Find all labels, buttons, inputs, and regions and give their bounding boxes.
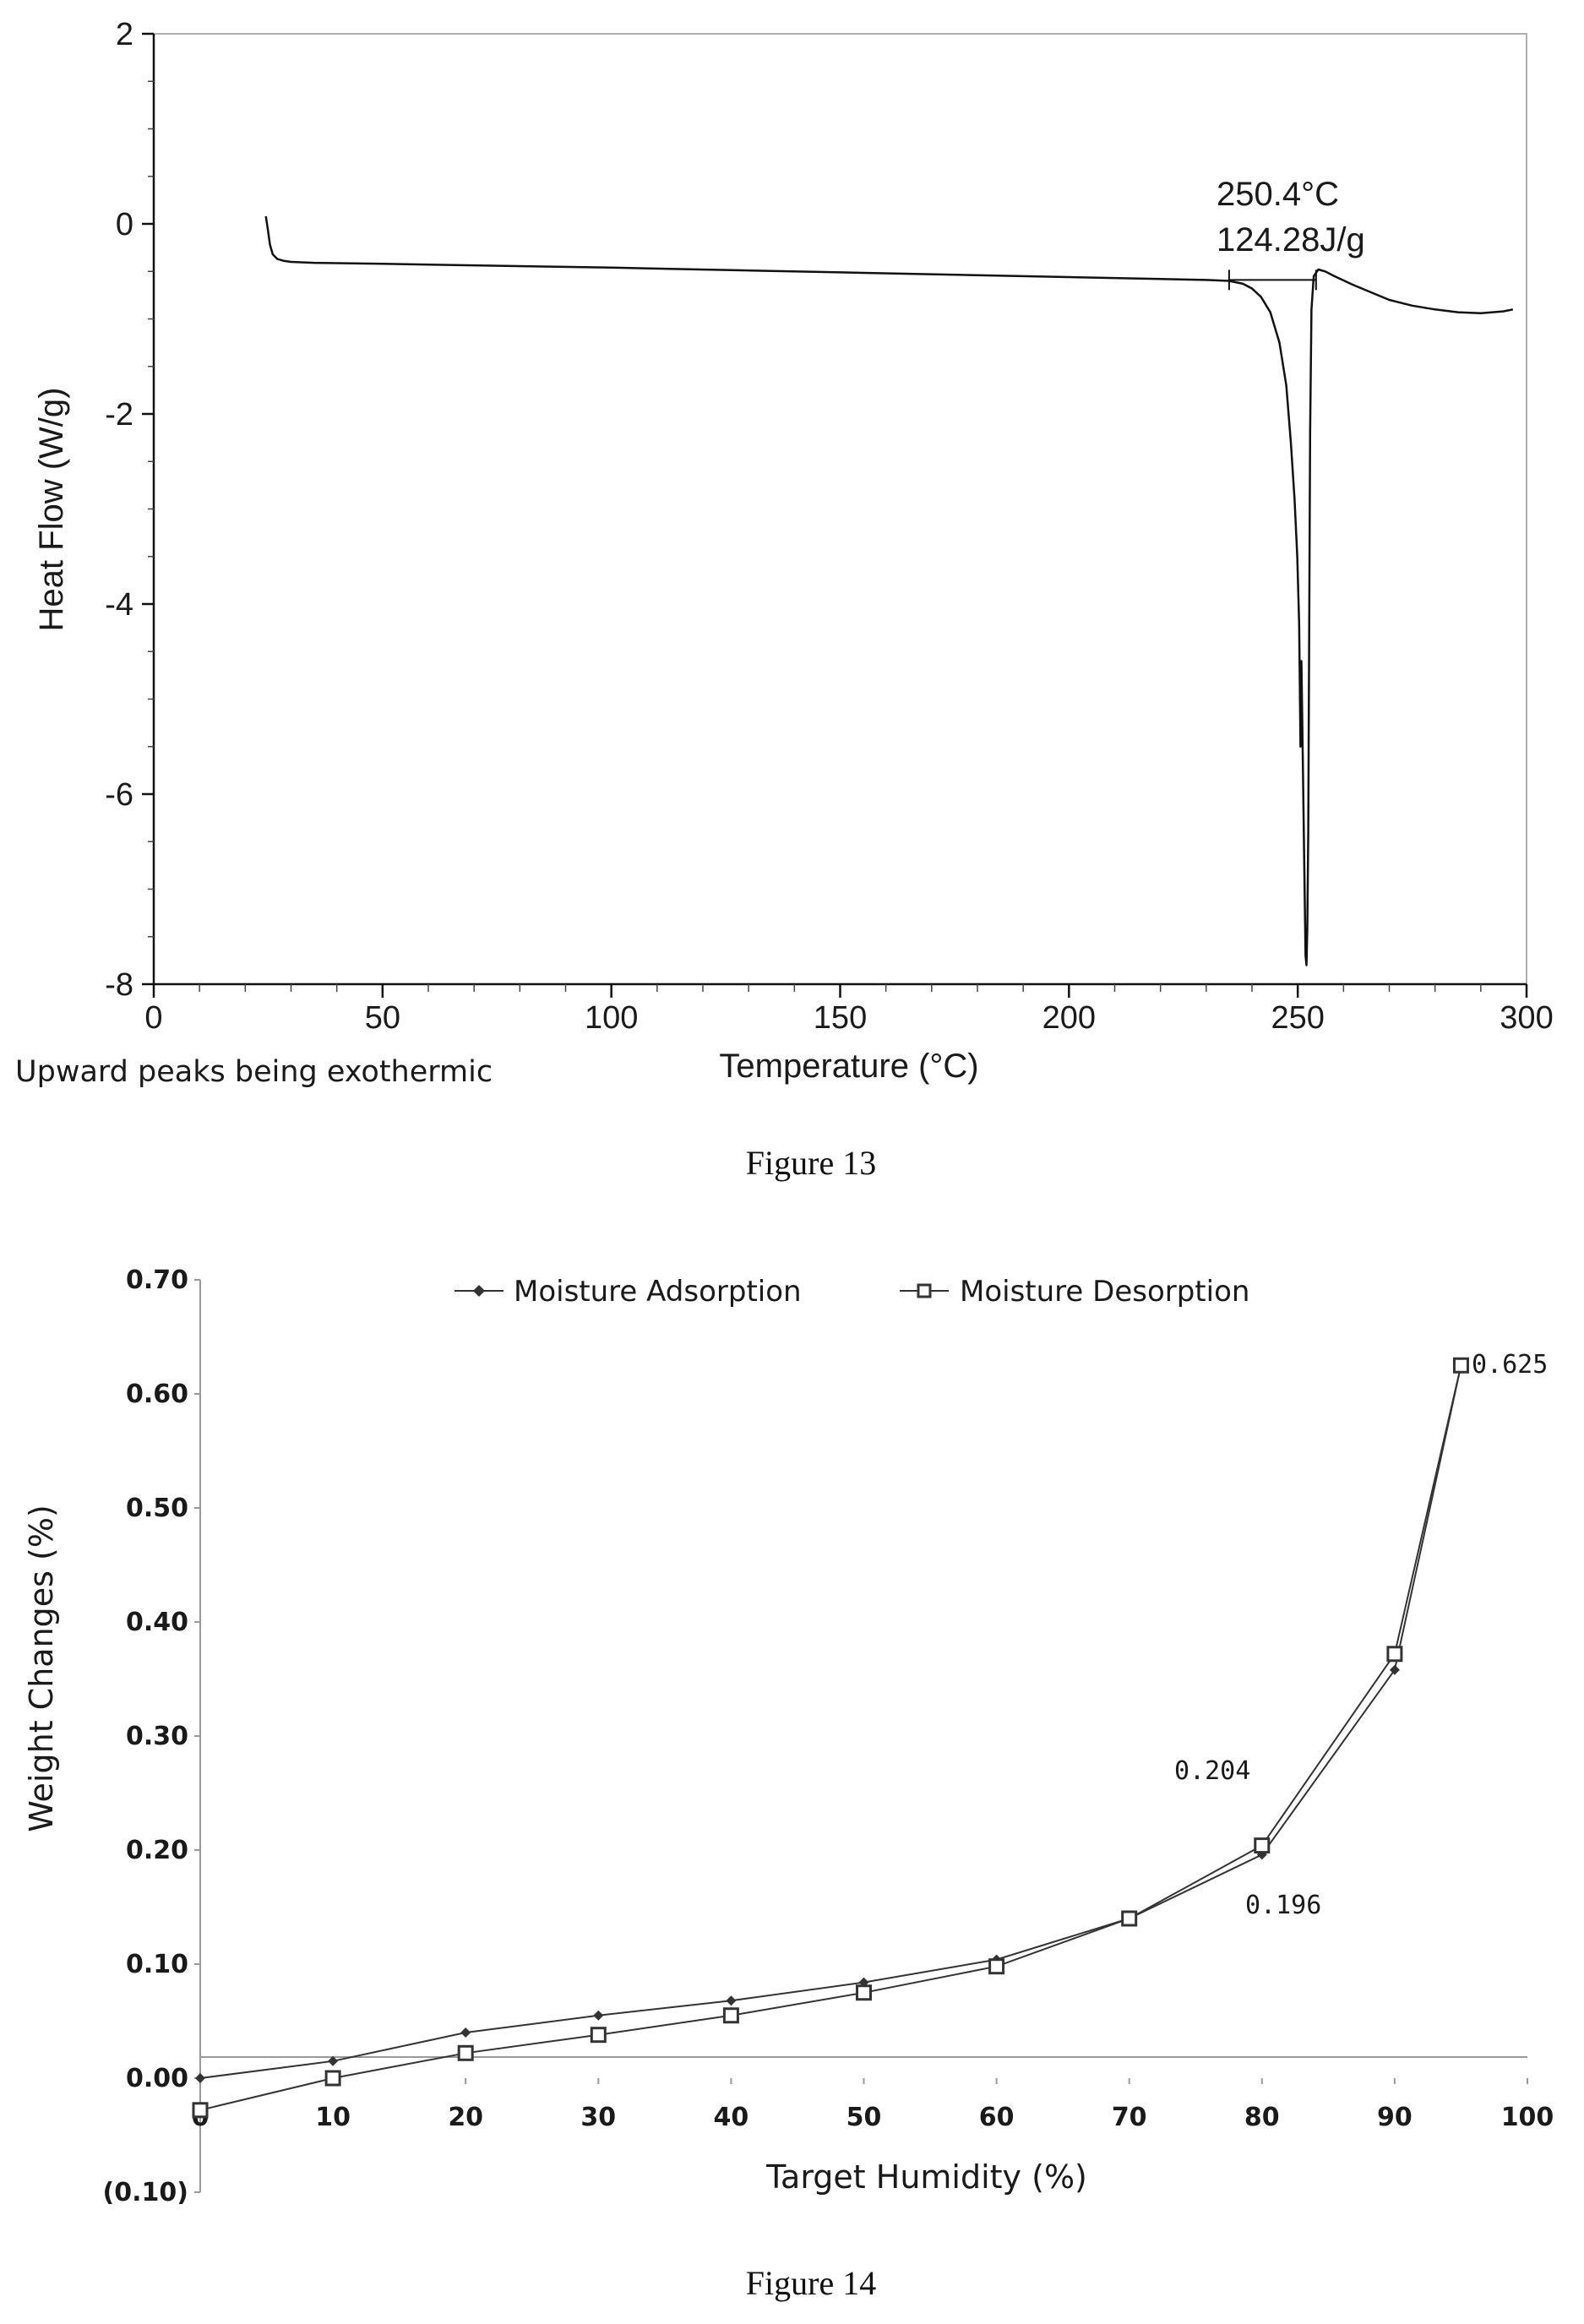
chart-2: 0.70 0.60 0.50 0.40 0.30 0.20 0.10 0.00 (0.10) 0… [23, 1265, 1554, 2207]
figure-13-caption: Figure 13 [746, 1144, 876, 1182]
x-tick-label: 30 [580, 2103, 616, 2132]
y-tick-label: 0.70 [126, 1265, 188, 1295]
annotation-adsorption-80: 0.196 [1245, 1891, 1321, 1920]
x-tick-label: 250 [1271, 1000, 1324, 1036]
annotation-max-value: 0.625 [1472, 1350, 1548, 1380]
adsorption-point [1389, 1664, 1400, 1675]
y-axis-label: Weight Changes (%) [23, 1505, 60, 1832]
x-tick-label: 200 [1042, 1000, 1096, 1036]
desorption-point [722, 2007, 739, 2024]
figure-14-caption: Figure 14 [746, 2264, 876, 2302]
y-ticks: 0.70 0.60 0.50 0.40 0.30 0.20 0.10 0.00 (0.10) [103, 1265, 200, 2207]
y-tick-label: -4 [105, 587, 133, 623]
x-tick-label: 70 [1112, 2103, 1147, 2132]
x-tick-label: 150 [814, 1000, 867, 1036]
legend-label-desorption: Moisture Desorption [960, 1275, 1249, 1309]
legend: Moisture Adsorption Moisture Desorption [455, 1275, 1249, 1309]
y-tick-label: -6 [105, 777, 133, 813]
desorption-point [457, 2044, 474, 2061]
desorption-point [192, 2102, 209, 2119]
x-axis-label: Target Humidity (%) [765, 2158, 1087, 2196]
annotation-onset-temp: 250.4°C [1217, 176, 1339, 213]
y-ticks: 2 0 -2 -4 -6 -8 [105, 17, 154, 1003]
y-tick-label: 0.10 [126, 1950, 188, 1979]
desorption-point [988, 1958, 1005, 1975]
x-tick-label: 90 [1377, 2103, 1413, 2132]
series-group [264, 215, 1514, 966]
square-marker-icon [917, 1283, 932, 1298]
x-tick-label: 20 [448, 2103, 483, 2132]
legend-label-adsorption: Moisture Adsorption [514, 1275, 802, 1309]
desorption-point [590, 2027, 607, 2044]
diamond-marker-icon [473, 1285, 485, 1297]
desorption-point [1121, 1910, 1138, 1927]
desorption-point [1386, 1646, 1403, 1663]
exotherm-note: Upward peaks being exothermic [15, 1055, 493, 1089]
adsorption-point [328, 2055, 339, 2066]
y-axis-label: Heat Flow (W/g) [33, 388, 70, 632]
x-ticks: 0 50 100 150 200 250 300 [144, 984, 1554, 1036]
x-tick-label: 50 [365, 1000, 400, 1036]
y-tick-label: 0 [116, 207, 133, 242]
desorption-point [1452, 1357, 1469, 1374]
x-tick-label: 10 [315, 2103, 351, 2132]
x-ticks: 0102030405060708090100 [192, 2078, 1554, 2132]
y-tick-label: (0.10) [103, 2178, 188, 2207]
x-tick-label: 60 [979, 2103, 1015, 2132]
adsorption-line [199, 1365, 1462, 2079]
desorption-point [324, 2070, 341, 2087]
desorption-point [856, 1984, 872, 2001]
y-tick-label: 0.30 [126, 1722, 188, 1751]
adsorption-point [593, 2010, 604, 2021]
legend-item-desorption: Moisture Desorption [900, 1275, 1249, 1309]
adsorption-point [195, 2073, 205, 2083]
adsorption-point [460, 2027, 471, 2038]
y-tick-label: 0.00 [126, 2064, 188, 2093]
annotation-desorption-80: 0.204 [1174, 1756, 1250, 1786]
x-axis-label: Temperature (°C) [719, 1048, 978, 1085]
x-tick-label: 100 [585, 1000, 638, 1036]
y-tick-label: -2 [105, 397, 133, 433]
x-tick-label: 80 [1244, 2103, 1280, 2132]
series-group [192, 1357, 1469, 2119]
x-tick-label: 100 [1501, 2103, 1554, 2132]
legend-item-adsorption: Moisture Adsorption [455, 1275, 802, 1309]
x-tick-label: 0 [144, 1000, 162, 1036]
annotation-enthalpy: 124.28J/g [1217, 221, 1365, 259]
y-tick-label: 0.60 [126, 1380, 188, 1409]
y-tick-label: 0.40 [126, 1608, 188, 1637]
x-tick-label: 300 [1500, 1000, 1553, 1036]
y-tick-label: 0.20 [126, 1836, 188, 1865]
y-tick-label: -8 [105, 967, 133, 1003]
adsorption-point [726, 1995, 737, 2006]
y-tick-label: 0.50 [126, 1494, 188, 1523]
x-tick-label: 40 [714, 2103, 749, 2132]
heat-flow-line [264, 215, 1514, 966]
chart-1: 2 0 -2 -4 -6 -8 0 50 100 150 200 250 300 250.4°C 12… [15, 17, 1554, 1089]
desorption-point [1254, 1837, 1271, 1854]
desorption-line [199, 1365, 1462, 2111]
x-tick-label: 50 [846, 2103, 882, 2132]
y-tick-label: 2 [116, 17, 133, 52]
